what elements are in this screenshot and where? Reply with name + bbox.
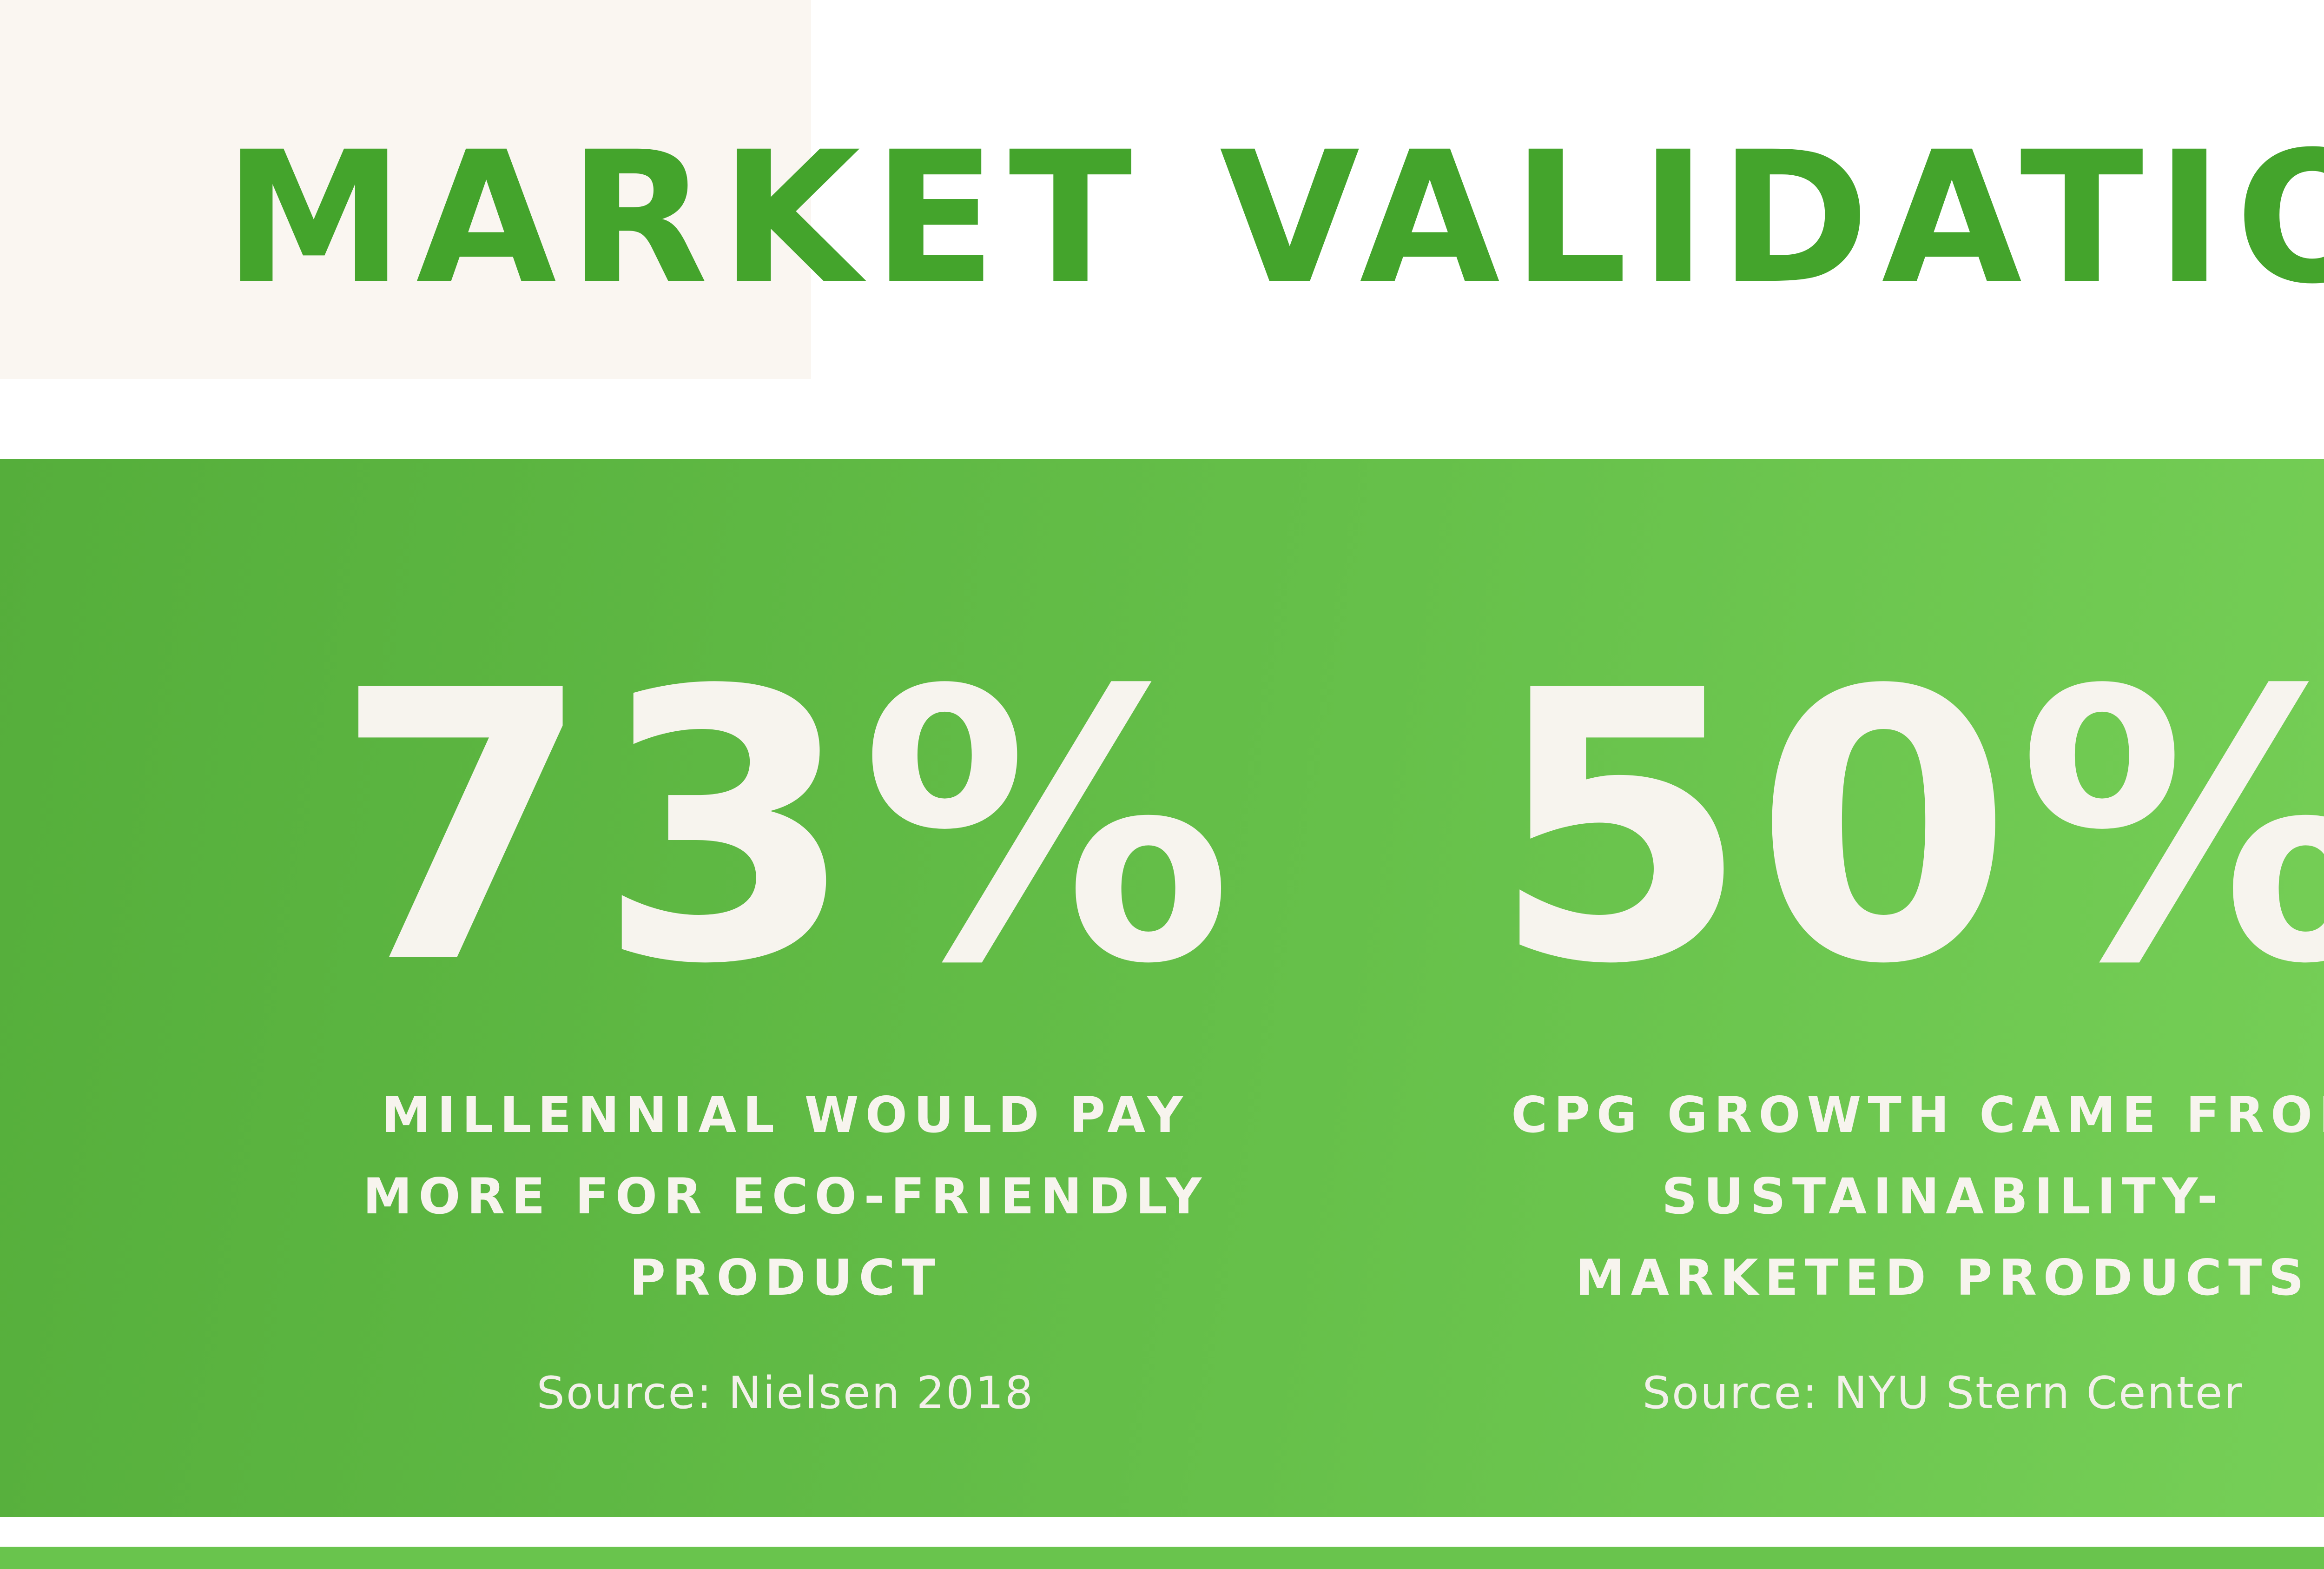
stat-caption-millennial: MILLENNIAL WOULD PAY MORE FOR ECO-FRIEND…: [363, 1086, 1208, 1306]
stat-value-73-percent: 73%: [333, 612, 1238, 1045]
stat-source-nyu-stern: Source: NYU Stern Center: [1642, 1367, 2244, 1419]
cream-accent-block: [0, 0, 811, 379]
slide-title: MARKET VALIDATION: [224, 113, 2324, 324]
stat-block-millennial: 73% MILLENNIAL WOULD PAY MORE FOR ECO-FR…: [186, 642, 1385, 1419]
stat-value-50-percent: 50%: [1491, 612, 2324, 1045]
stat-caption-cpg-growth: CPG GROWTH CAME FROM SUSTAINABILITY- MAR…: [1511, 1086, 2324, 1306]
stats-panel: 73% MILLENNIAL WOULD PAY MORE FOR ECO-FR…: [0, 459, 2324, 1517]
stat-block-cpg-growth: 50% CPG GROWTH CAME FROM SUSTAINABILITY-…: [1385, 642, 2324, 1419]
stat-source-nielsen: Source: Nielsen 2018: [536, 1367, 1035, 1419]
bottom-accent-strip: [0, 1547, 2324, 1569]
